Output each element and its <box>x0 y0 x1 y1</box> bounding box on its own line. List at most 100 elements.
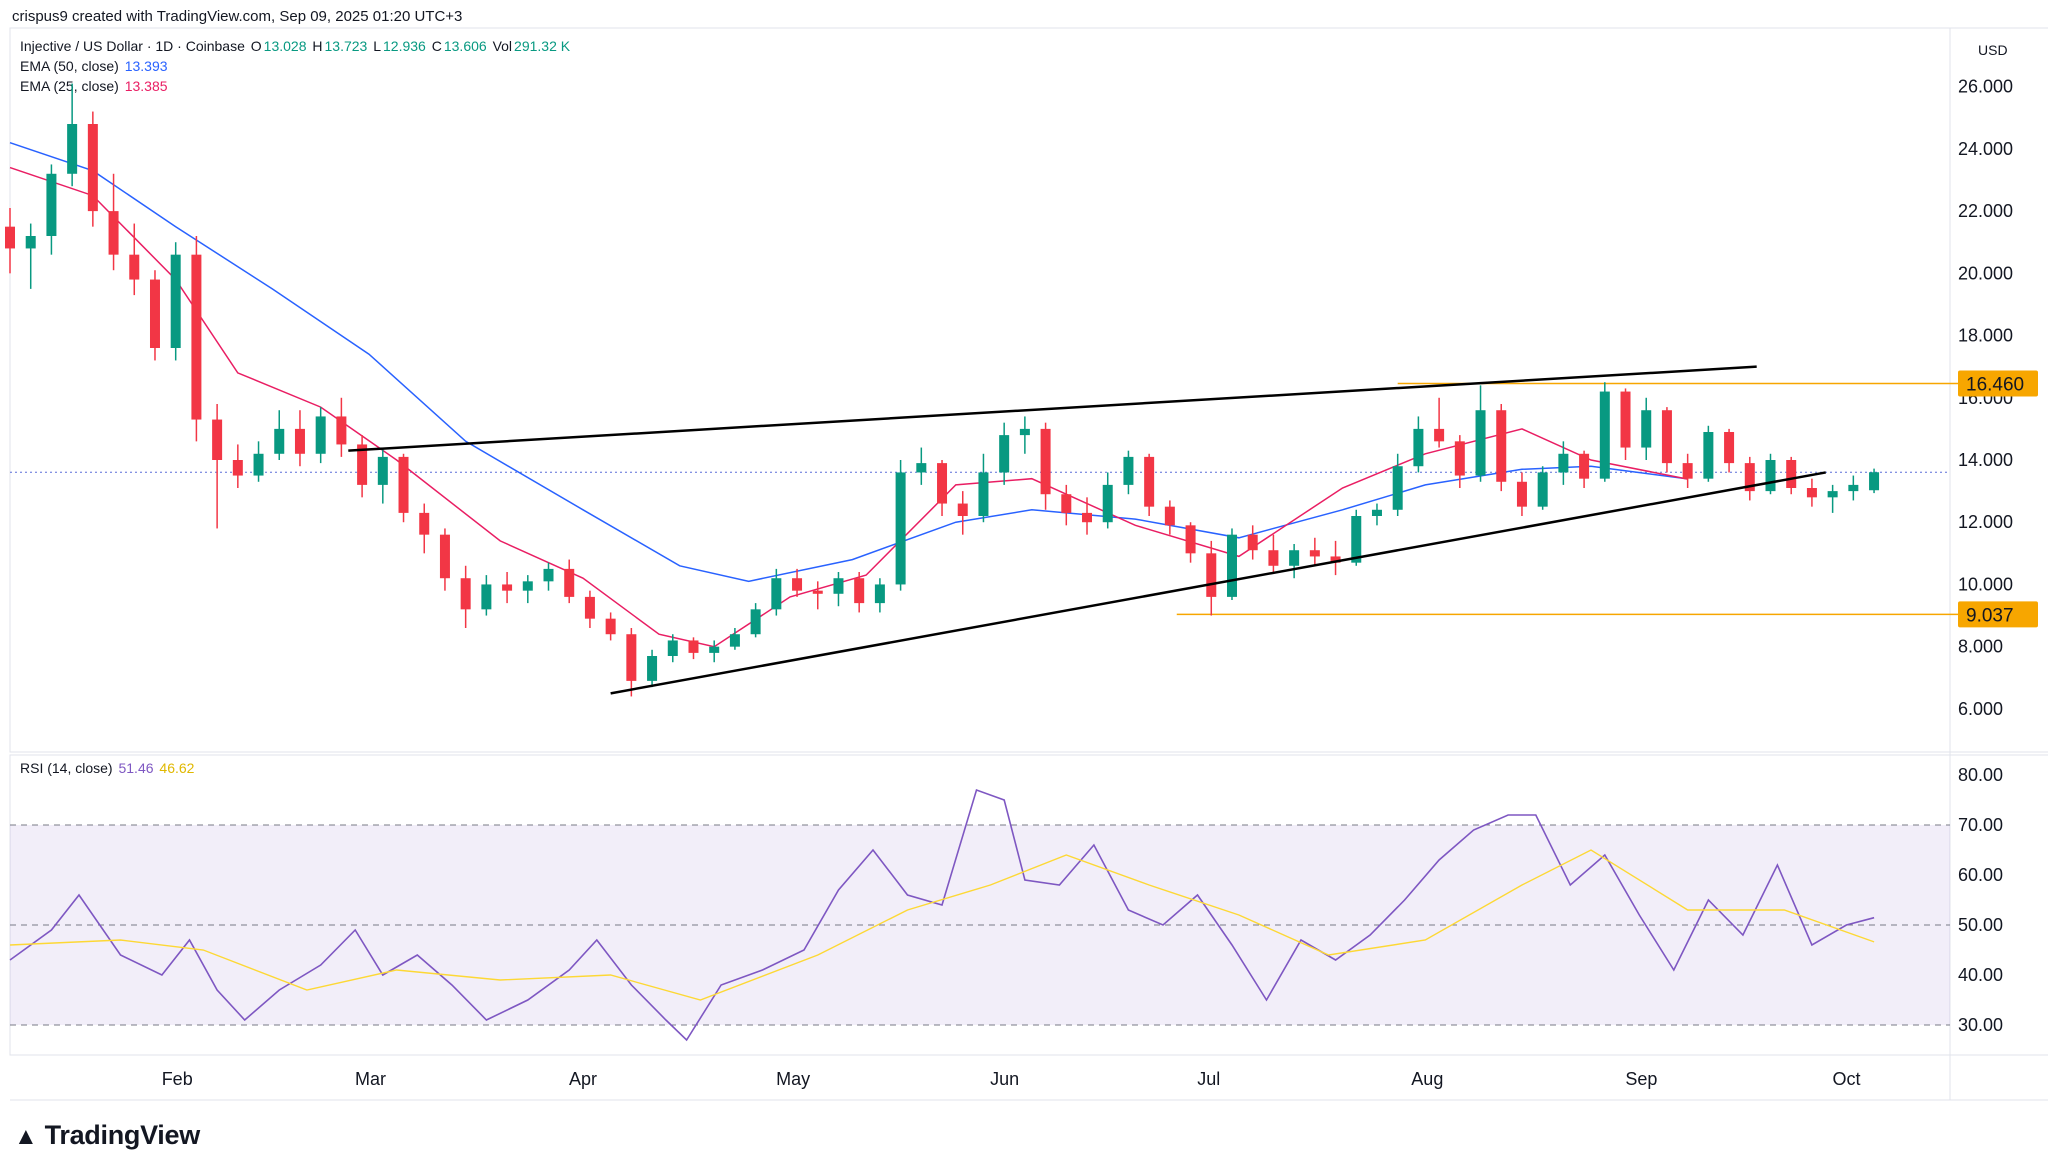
volume-value: 291.32 K <box>514 38 571 54</box>
candle <box>771 578 782 610</box>
candle <box>46 173 57 236</box>
candle <box>87 124 98 212</box>
candle <box>1206 553 1217 597</box>
candle <box>357 444 368 485</box>
candle <box>1351 516 1362 563</box>
rsi-tick-label: 30.00 <box>1958 1015 2003 1035</box>
rsi-tick-label: 40.00 <box>1958 965 2003 985</box>
time-tick-label: Jul <box>1197 1069 1220 1089</box>
candle <box>1289 550 1300 566</box>
price-tick-label: 6.000 <box>1958 699 2003 719</box>
price-tick-label: 14.000 <box>1958 450 2013 470</box>
candle <box>916 463 927 473</box>
candle <box>67 124 78 174</box>
rsi-label: RSI (14, close) <box>20 760 113 776</box>
candle <box>1475 410 1486 476</box>
rsi-tick-label: 80.00 <box>1958 765 2003 785</box>
candle <box>1040 428 1051 495</box>
candle <box>1724 432 1735 464</box>
candle <box>1661 410 1672 464</box>
candle <box>605 618 616 635</box>
candle <box>647 656 658 681</box>
rsi-pane <box>9 754 2048 1056</box>
candle <box>149 279 160 348</box>
candle <box>502 584 513 591</box>
close-label: C <box>431 38 442 54</box>
candle <box>543 568 554 582</box>
candle <box>439 534 450 579</box>
candle <box>874 584 885 604</box>
candle <box>1558 453 1569 473</box>
candle <box>1620 391 1631 448</box>
ema50-value: 13.393 <box>124 58 168 74</box>
volume-label: Vol <box>492 38 513 54</box>
candle <box>1703 432 1714 479</box>
candle <box>750 609 761 635</box>
candle <box>1848 484 1859 492</box>
candle <box>1827 491 1838 498</box>
candle <box>1641 410 1652 448</box>
candle <box>460 578 471 610</box>
candle <box>419 512 430 535</box>
candle <box>1682 463 1693 479</box>
candle <box>1102 484 1113 523</box>
rsi-legend: RSI (14, close) 51.46 46.62 <box>20 760 196 776</box>
candle <box>377 456 388 485</box>
candle <box>1765 460 1776 492</box>
candle <box>792 578 803 591</box>
candle <box>232 460 243 476</box>
candle <box>398 456 409 513</box>
candle <box>315 416 326 454</box>
candle <box>1268 550 1279 566</box>
candle <box>978 472 989 516</box>
candle <box>688 640 699 653</box>
price-tick-label: 18.000 <box>1958 326 2013 346</box>
candle <box>1226 534 1237 597</box>
rsi-ma-value: 46.62 <box>159 760 195 776</box>
time-tick-label: Aug <box>1411 1069 1443 1089</box>
candle <box>1496 410 1507 482</box>
time-tick-label: Jun <box>990 1069 1019 1089</box>
candle <box>854 578 865 604</box>
candle <box>1061 494 1072 513</box>
candle <box>129 254 140 280</box>
time-tick-label: Feb <box>162 1069 193 1089</box>
ema25-legend: EMA (25, close) 13.385 <box>20 78 170 94</box>
candle <box>626 634 637 681</box>
candle <box>1309 550 1320 557</box>
candle <box>957 503 968 516</box>
candle <box>1599 391 1610 479</box>
currency-label[interactable]: USD <box>1978 42 2008 58</box>
candle <box>1434 428 1445 442</box>
low-label: L <box>373 38 382 54</box>
candle <box>170 254 181 348</box>
price-tick-label: 8.000 <box>1958 637 2003 657</box>
candle <box>937 463 948 504</box>
level-label: 9.037 <box>1966 605 2014 626</box>
candle <box>1537 472 1548 507</box>
candle <box>1579 453 1590 479</box>
time-tick-label: Sep <box>1625 1069 1657 1089</box>
high-label: H <box>312 38 323 54</box>
ema50-label: EMA (50, close) <box>20 58 119 74</box>
rsi-line <box>9 788 1875 1042</box>
candle <box>999 435 1010 473</box>
time-tick-label: Apr <box>569 1069 597 1089</box>
candle <box>1392 466 1403 510</box>
brand-name: TradingView <box>44 1120 201 1150</box>
candle <box>895 472 906 585</box>
candle <box>1164 506 1175 526</box>
candle <box>1744 463 1755 492</box>
price-tick-label: 20.000 <box>1958 263 2013 283</box>
candle <box>1413 428 1424 467</box>
attribution: crispus9 created with TradingView.com, S… <box>12 8 463 25</box>
candle <box>833 578 844 594</box>
candle <box>1371 509 1382 516</box>
candle <box>1516 481 1527 507</box>
rsi-tick-label: 50.00 <box>1958 915 2003 935</box>
candle <box>25 236 36 249</box>
tradingview-logo: ▲ TradingView <box>14 1120 200 1151</box>
candle <box>253 453 264 476</box>
